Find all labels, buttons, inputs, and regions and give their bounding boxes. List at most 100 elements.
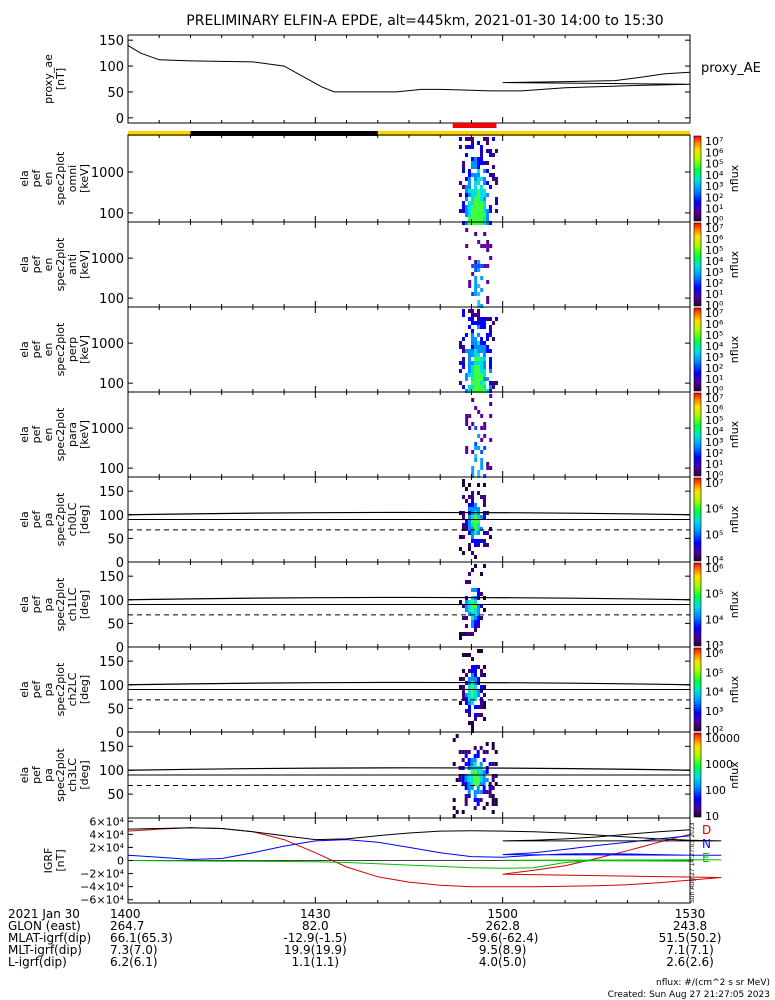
y-axis-label: en [42,258,55,272]
spectrogram-cell [480,697,483,701]
spectrogram-cell [452,738,456,742]
y-axis-label: ela [18,767,31,784]
spectrogram-cell [480,161,483,165]
spectrogram-cell [465,446,469,450]
spectrogram-cell [471,608,474,612]
spectrogram-cell [477,523,480,527]
spectrogram-cell [489,381,492,385]
spectrogram-cell [477,612,480,616]
y-axis-label: ela [18,256,31,273]
legend-E: E [702,851,710,865]
spectrogram-cell [486,244,490,248]
spectrogram-cell [471,701,474,705]
spectrogram-cell [458,778,462,782]
spectrogram-cell [483,377,486,381]
spectrogram-cell [474,276,478,280]
spectrogram-cell [489,349,492,353]
spectrogram-cell [483,264,487,268]
spectrogram-cell [462,535,465,539]
spectrogram-cell [474,588,477,592]
colorbar-label: nflux [728,164,741,192]
spectrogram-cell [468,201,471,205]
spectrogram-cell [465,499,468,503]
spectrogram-cell [485,790,489,794]
spectrogram-cell [474,260,478,264]
panel-pef_pa_spec2plot_ch0LC: 150 100 50 0 ela pef pa spec2plot ch0LC [deg] 10⁷ 1… [18,476,741,571]
spectrogram-cell [483,717,486,721]
spectrogram-cell [480,713,483,717]
spectrogram-cell [470,782,474,786]
ephemeris-value: 1400 [110,907,141,921]
panel-frame [127,134,691,223]
spectrogram-cell [468,713,471,717]
spectrogram-cell [474,201,477,205]
created-note: Created: Sun Aug 27 21:27:05 2023 [608,990,770,1000]
spectrogram-cell [480,276,484,280]
spectrogram-cell [462,515,465,519]
spectrogram-cell [471,507,474,511]
spectrogram-cell [455,810,459,814]
spectrogram-cell [477,341,480,345]
spectrogram-cell [495,177,498,181]
spectrogram-cell [479,762,483,766]
spectrogram-cell [471,632,474,636]
colorbar-tick-label: 10³ [705,639,723,652]
spectrogram-cell [467,786,471,790]
spectrogram-cell [465,228,469,232]
spectrogram-cell [477,515,480,519]
ephemeris-value: 1530 [675,907,706,921]
spectrogram-cell [474,280,478,284]
spectrogram-cell [468,309,471,313]
y-tick-label: 50 [107,532,124,547]
spectrogram-cell [477,173,480,177]
spectrogram-cell [461,758,465,762]
spectrogram-cell [477,313,480,317]
spectrogram-cell [464,802,468,806]
spectrogram-cell [483,446,487,450]
spectrogram-cell [480,205,483,209]
spectrogram-cell [483,495,486,499]
spectrogram-cell [452,762,456,766]
spectrogram-cell [461,774,465,778]
spectrogram-cell [468,693,471,697]
spectrogram-cell [483,515,486,519]
spectrogram-cell [491,810,495,814]
spectrogram-cell [491,742,495,746]
spectrogram-cell [474,673,477,677]
colorbar-tick-label: 10³ [705,266,723,279]
igrf-series-D [127,827,722,888]
spectrogram-cell [468,217,471,221]
y-axis-label: spec2plot [54,407,67,461]
colorbar-label: nflux [728,505,741,533]
spectrogram-cell [468,572,471,576]
spectrogram-cell [492,137,495,141]
spectrogram-cell [467,778,471,782]
spectrogram-cell [477,434,481,438]
spectrogram-cell [480,616,483,620]
spectrogram-cell [474,357,477,361]
spectrogram-cell [477,616,480,620]
spectrogram-cell [468,697,471,701]
spectrogram-cell [489,153,492,157]
spectrogram-cell [462,205,465,209]
spectrogram-cell [486,209,489,213]
spectrogram-cell [488,782,492,786]
spectrogram-cell [474,337,477,341]
y-tick-label: −2×10⁴ [80,868,124,881]
y-tick-label: 100 [99,764,124,779]
spectrogram-cell [465,422,469,426]
spectrogram-cell [465,185,468,189]
colorbar-tick-label: 10⁶ [705,647,724,660]
spectrogram-cell [483,353,486,357]
spectrogram-cell [474,369,477,373]
spectrogram-cell [473,798,477,802]
spectrogram-cell [468,580,471,584]
spectrogram-cell [462,357,465,361]
spectrogram-cell [474,365,477,369]
colorbar-tick-label: 10⁶ [705,503,724,516]
chart-title: PRELIMINARY ELFIN-A EPDE, alt=445km, 202… [186,13,663,29]
spectrogram-cell [465,632,468,636]
spectrogram-cell [476,786,480,790]
spectrogram-cell [459,181,462,185]
